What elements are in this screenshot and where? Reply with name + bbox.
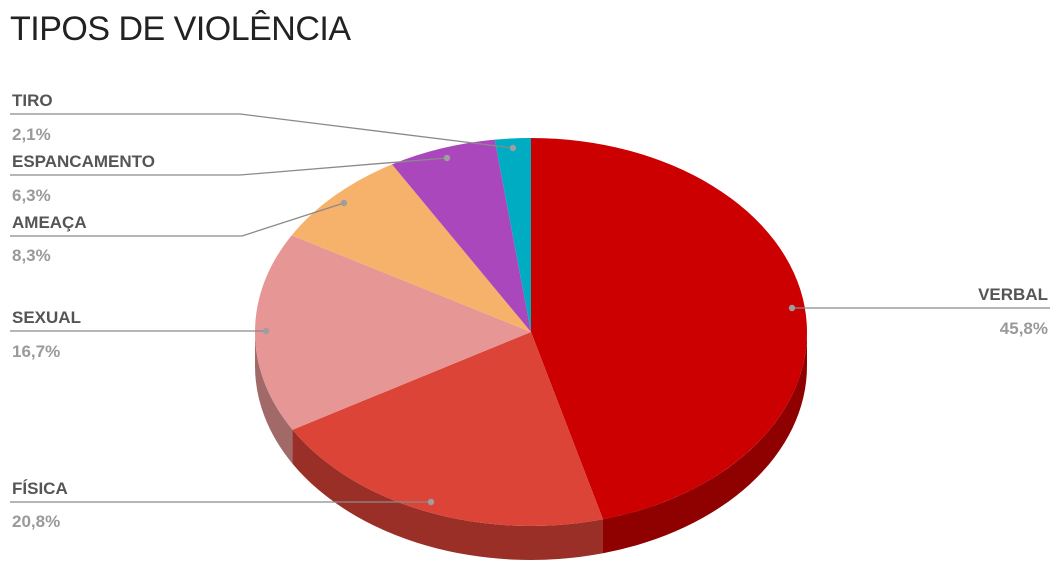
slice-label-física: FÍSICA xyxy=(12,479,68,498)
slice-tiro xyxy=(494,138,531,332)
slice-ameaça xyxy=(291,164,531,332)
slice-value-verbal: 45,8% xyxy=(1000,319,1048,338)
slice-side-física xyxy=(292,429,603,561)
slice-label-espancamento: ESPANCAMENTO xyxy=(12,152,155,171)
slice-espancamento xyxy=(392,139,531,332)
slice-value-sexual: 16,7% xyxy=(12,342,60,361)
leader-line-ameaça xyxy=(10,202,345,237)
leader-dot-tiro xyxy=(509,144,517,152)
pie-slices xyxy=(254,138,807,527)
slice-verbal xyxy=(531,138,807,520)
slice-side-verbal xyxy=(602,332,807,554)
slice-value-física: 20,8% xyxy=(12,512,60,531)
slice-física xyxy=(292,332,603,527)
slice-labels: VERBAL 45,8% FÍSICA 20,8% SEXUAL 16,7% AMEAÇA 8… xyxy=(12,91,1048,531)
slice-label-tiro: TIRO xyxy=(12,91,53,110)
slice-label-sexual: SEXUAL xyxy=(12,308,81,327)
slice-value-espancamento: 6,3% xyxy=(12,186,51,205)
leader-line-tiro xyxy=(10,113,514,149)
leader-dot-verbal xyxy=(788,304,796,312)
leader-lines xyxy=(10,113,1050,506)
pie-sides xyxy=(255,332,807,561)
slice-value-ameaça: 8,3% xyxy=(12,246,51,265)
leader-dot-sexual xyxy=(262,327,270,335)
slice-label-verbal: VERBAL xyxy=(978,285,1048,304)
leader-dot-física xyxy=(427,498,435,506)
chart-title: TIPOS DE VIOLÊNCIA xyxy=(10,10,351,48)
leader-dot-espancamento xyxy=(443,154,451,162)
leader-line-espancamento xyxy=(10,157,448,176)
slice-sexual xyxy=(254,235,531,430)
slice-value-tiro: 2,1% xyxy=(12,125,51,144)
slice-side-sexual xyxy=(255,332,293,464)
slice-label-ameaça: AMEAÇA xyxy=(12,213,87,232)
leader-dot-ameaça xyxy=(340,199,348,207)
